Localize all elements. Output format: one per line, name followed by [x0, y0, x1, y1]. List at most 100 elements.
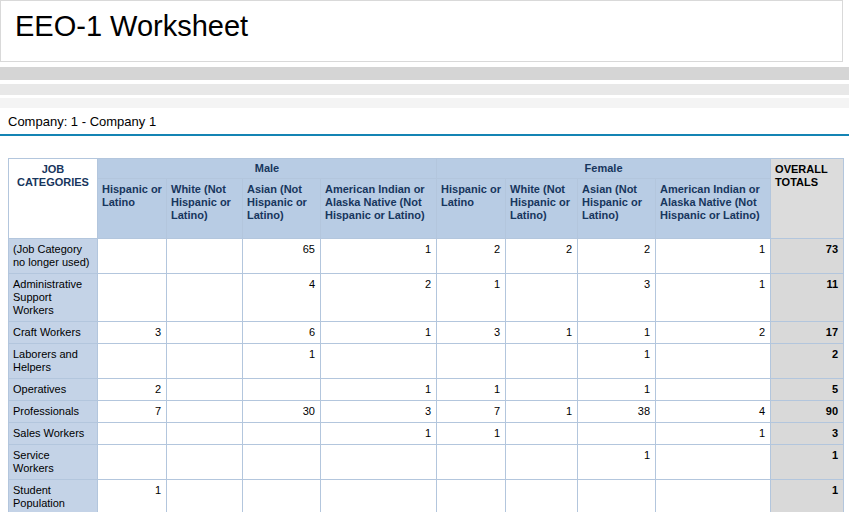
count-cell — [578, 423, 656, 445]
overall-total-cell: 17 — [771, 322, 844, 344]
count-cell: 2 — [506, 239, 578, 274]
count-cell: 1 — [578, 379, 656, 401]
count-cell — [506, 480, 578, 512]
overall-total-cell: 90 — [771, 401, 844, 423]
count-cell — [167, 274, 243, 322]
col-header-female-american-indian: American Indian or Alaska Native (Not Hi… — [656, 179, 771, 239]
overall-total-cell: 1 — [771, 480, 844, 512]
count-cell — [98, 423, 167, 445]
count-cell: 1 — [98, 480, 167, 512]
count-cell — [243, 480, 321, 512]
accent-rule — [0, 134, 849, 136]
count-cell — [506, 423, 578, 445]
count-cell: 1 — [656, 239, 771, 274]
count-cell — [437, 480, 506, 512]
count-cell: 1 — [656, 423, 771, 445]
col-header-female-white: White (Not Hispanic or Latino) — [506, 179, 578, 239]
count-cell: 3 — [578, 274, 656, 322]
count-cell — [506, 445, 578, 480]
count-cell — [506, 379, 578, 401]
count-cell — [578, 480, 656, 512]
count-cell: 3 — [98, 322, 167, 344]
count-cell: 4 — [243, 274, 321, 322]
count-cell: 1 — [437, 274, 506, 322]
table-row: Laborers and Helpers112 — [9, 344, 844, 379]
count-cell — [98, 344, 167, 379]
company-label: Company: 1 - Company 1 — [0, 108, 849, 134]
count-cell: 2 — [656, 322, 771, 344]
eeo1-table: JOB CATEGORIES Male Female OVERALL TOTAL… — [8, 158, 844, 512]
count-cell — [167, 401, 243, 423]
overall-total-cell: 3 — [771, 423, 844, 445]
overall-total-cell: 11 — [771, 274, 844, 322]
count-cell — [656, 480, 771, 512]
count-cell: 1 — [321, 379, 437, 401]
count-cell — [167, 344, 243, 379]
count-cell: 1 — [506, 322, 578, 344]
count-cell — [243, 423, 321, 445]
female-group-header: Female — [437, 159, 771, 179]
col-header-male-asian: Asian (Not Hispanic or Latino) — [243, 179, 321, 239]
count-cell — [167, 322, 243, 344]
header-divider-bar-2 — [0, 84, 849, 95]
count-cell: 2 — [437, 239, 506, 274]
col-header-male-american-indian: American Indian or Alaska Native (Not Hi… — [321, 179, 437, 239]
count-cell: 1 — [437, 379, 506, 401]
count-cell — [656, 379, 771, 401]
count-cell — [437, 344, 506, 379]
table-row: Operatives21115 — [9, 379, 844, 401]
count-cell — [167, 379, 243, 401]
table-body: (Job Category no longer used)651222173Ad… — [9, 239, 844, 512]
count-cell: 1 — [578, 445, 656, 480]
count-cell — [656, 344, 771, 379]
count-cell: 2 — [578, 239, 656, 274]
count-cell — [167, 480, 243, 512]
count-cell: 1 — [656, 274, 771, 322]
table-row: Student Population11 — [9, 480, 844, 512]
page-header: EEO-1 Worksheet — [0, 0, 843, 62]
count-cell: 30 — [243, 401, 321, 423]
count-cell: 2 — [321, 274, 437, 322]
overall-total-cell: 2 — [771, 344, 844, 379]
table-row: Administrative Support Workers4213111 — [9, 274, 844, 322]
count-cell: 3 — [437, 322, 506, 344]
count-cell: 4 — [656, 401, 771, 423]
overall-total-cell: 73 — [771, 239, 844, 274]
count-cell: 1 — [437, 423, 506, 445]
job-category-label: Sales Workers — [9, 423, 98, 445]
count-cell: 1 — [578, 322, 656, 344]
overall-total-cell: 1 — [771, 445, 844, 480]
col-header-male-hispanic: Hispanic or Latino — [98, 179, 167, 239]
col-header-female-asian: Asian (Not Hispanic or Latino) — [578, 179, 656, 239]
count-cell: 38 — [578, 401, 656, 423]
count-cell: 7 — [98, 401, 167, 423]
count-cell: 2 — [98, 379, 167, 401]
header-divider-bar-3 — [0, 98, 849, 108]
count-cell: 3 — [321, 401, 437, 423]
count-cell — [167, 445, 243, 480]
job-category-label: Craft Workers — [9, 322, 98, 344]
table-row: (Job Category no longer used)651222173 — [9, 239, 844, 274]
count-cell — [167, 239, 243, 274]
count-cell: 6 — [243, 322, 321, 344]
table-row: Craft Workers361311217 — [9, 322, 844, 344]
job-category-label: Administrative Support Workers — [9, 274, 98, 322]
page-title: EEO-1 Worksheet — [15, 10, 842, 43]
job-category-label: Service Workers — [9, 445, 98, 480]
count-cell — [321, 344, 437, 379]
table-header: JOB CATEGORIES Male Female OVERALL TOTAL… — [9, 159, 844, 239]
count-cell — [437, 445, 506, 480]
group-header-row: JOB CATEGORIES Male Female OVERALL TOTAL… — [9, 159, 844, 179]
count-cell — [321, 480, 437, 512]
sub-header-row: Hispanic or Latino White (Not Hispanic o… — [9, 179, 844, 239]
male-group-header: Male — [98, 159, 437, 179]
job-category-label: Laborers and Helpers — [9, 344, 98, 379]
count-cell — [98, 445, 167, 480]
job-category-label: Student Population — [9, 480, 98, 512]
count-cell: 65 — [243, 239, 321, 274]
col-header-female-hispanic: Hispanic or Latino — [437, 179, 506, 239]
table-row: Service Workers 1 1 — [9, 445, 844, 480]
header-divider-bar-1 — [0, 67, 849, 80]
count-cell: 1 — [321, 239, 437, 274]
count-cell: 1 — [506, 401, 578, 423]
